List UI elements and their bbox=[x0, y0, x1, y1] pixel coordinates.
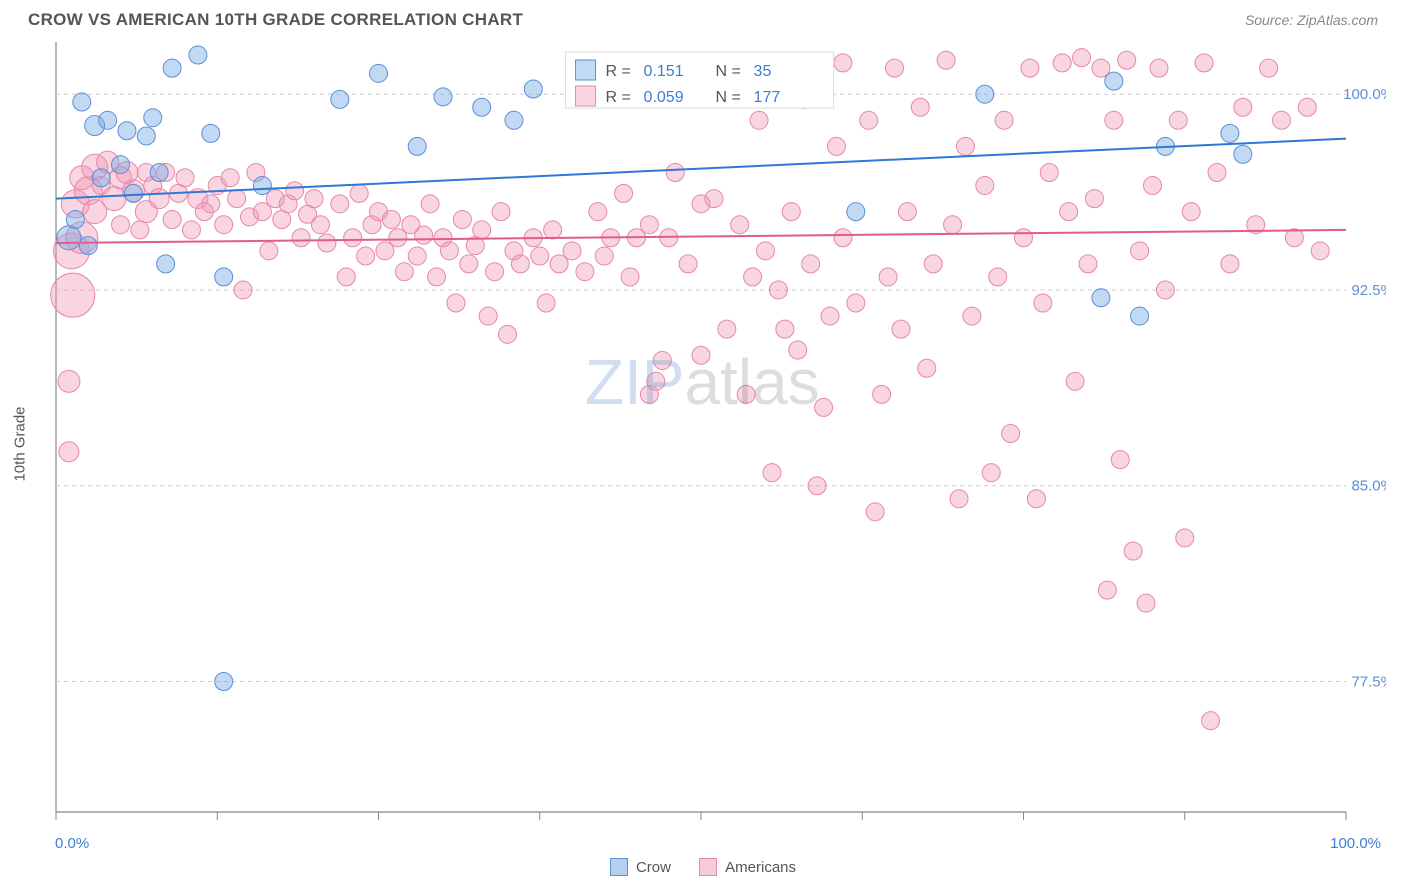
legend-item-crow: Crow bbox=[610, 858, 671, 876]
svg-text:92.5%: 92.5% bbox=[1351, 282, 1386, 299]
legend-label-crow: Crow bbox=[636, 859, 671, 876]
legend-swatch-crow bbox=[610, 858, 628, 876]
svg-text:0.151: 0.151 bbox=[644, 63, 684, 80]
svg-text:N =: N = bbox=[716, 89, 741, 106]
svg-text:ZIPatlas: ZIPatlas bbox=[585, 346, 820, 418]
scatter-chart: 77.5% 85.0% 92.5% 100.0% R = 0.151 N = 35 R = 0.0… bbox=[50, 36, 1386, 826]
svg-text:100.0%: 100.0% bbox=[1343, 86, 1386, 103]
bottom-legend: Crow Americans bbox=[0, 852, 1406, 880]
legend-item-americans: Americans bbox=[699, 858, 796, 876]
svg-text:177: 177 bbox=[754, 89, 781, 106]
svg-text:R =: R = bbox=[606, 63, 631, 80]
x-axis-start-label: 0.0% bbox=[55, 835, 89, 852]
chart-source: Source: ZipAtlas.com bbox=[1245, 12, 1378, 28]
chart-header: CROW VS AMERICAN 10TH GRADE CORRELATION … bbox=[0, 0, 1406, 36]
svg-text:0.059: 0.059 bbox=[644, 89, 684, 106]
x-axis-end-label: 100.0% bbox=[1330, 835, 1381, 852]
x-axis-end-labels: 0.0% 100.0% bbox=[50, 835, 1386, 852]
chart-container: 10th Grade 77.5%85.0%92.5%100.0%R =0.151… bbox=[50, 36, 1386, 852]
svg-text:35: 35 bbox=[754, 63, 772, 80]
svg-text:N =: N = bbox=[716, 63, 741, 80]
chart-title: CROW VS AMERICAN 10TH GRADE CORRELATION … bbox=[28, 10, 523, 30]
y-axis-label: 10th Grade bbox=[12, 406, 29, 481]
svg-text:85.0%: 85.0% bbox=[1351, 478, 1386, 495]
svg-text:R =: R = bbox=[606, 89, 631, 106]
svg-text:77.5%: 77.5% bbox=[1351, 673, 1386, 690]
legend-label-americans: Americans bbox=[725, 859, 796, 876]
legend-swatch-americans bbox=[699, 858, 717, 876]
